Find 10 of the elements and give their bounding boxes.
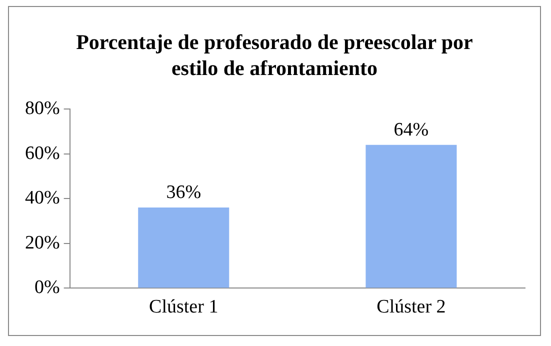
y-tick-label: 0% (34, 277, 60, 298)
x-tick-label: Clúster 2 (376, 296, 446, 318)
y-tick-label: 20% (25, 232, 60, 254)
y-tick-label: 40% (25, 188, 60, 209)
data-label: 36% (166, 182, 202, 204)
y-tick-label: 60% (25, 142, 60, 164)
chart-title: Porcentaje de profesorado de preescolar por estilo de afrontamiento (75, 29, 474, 81)
y-tick-label: 80% (25, 98, 60, 119)
data-label: 64% (394, 119, 429, 140)
x-tick-label: Clúster 1 (149, 296, 218, 318)
